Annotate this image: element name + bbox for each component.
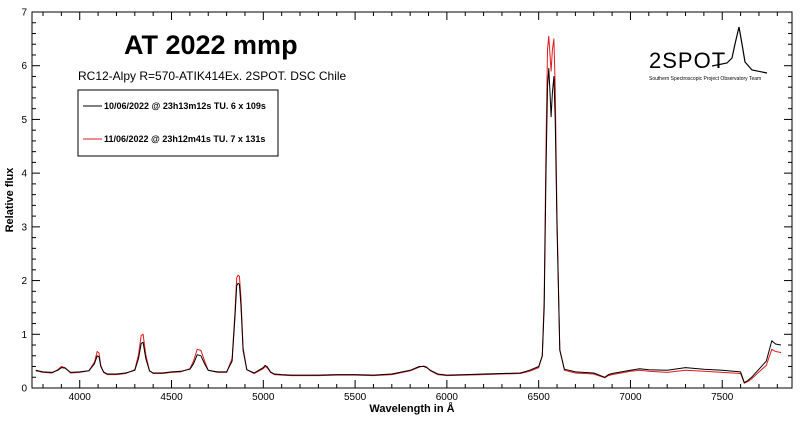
series-line-2 (35, 35, 782, 384)
y-tick-label: 7 (21, 8, 27, 19)
y-tick-label: 3 (21, 222, 27, 233)
y-tick-label: 6 (21, 61, 27, 72)
x-tick-label: 6000 (436, 392, 459, 403)
y-tick-label: 1 (21, 330, 27, 341)
x-axis-title: Wavelength in Å (369, 402, 454, 415)
y-tick-label: 0 (21, 384, 27, 395)
legend-label-series-1: 10/06/2022 @ 23h13m12s TU. 6 x 109s (104, 101, 266, 111)
x-tick-label: 4500 (160, 392, 183, 403)
legend: 10/06/2022 @ 23h13m12s TU. 6 x 109s 11/0… (77, 89, 279, 157)
logo-spectrum-mark (711, 26, 768, 74)
legend-label-series-2: 11/06/2022 @ 23h12m41s TU. 7 x 131s (104, 134, 265, 144)
x-axis: 4000 4500 5000 5500 6000 6500 7000 7500 (42, 12, 778, 403)
y-tick-label: 5 (21, 115, 27, 126)
series-layer (35, 35, 782, 384)
y-axis: 0 1 2 3 4 5 6 7 (21, 8, 792, 395)
y-axis-title: Relative flux (4, 167, 16, 233)
x-tick-label: 7500 (711, 392, 734, 403)
x-tick-label: 5500 (344, 392, 367, 403)
logo-tagline: Southern Spectroscopic Project Observato… (649, 76, 761, 82)
logo-brand: 2SPOT (649, 48, 726, 73)
2spot-logo: 2SPOT Southern Spectroscopic Project Obs… (649, 26, 768, 82)
y-tick-label: 2 (21, 276, 27, 287)
x-tick-label: 4000 (69, 392, 92, 403)
x-tick-label: 7000 (619, 392, 642, 403)
legend-box (77, 89, 279, 157)
chart-title: AT 2022 mmp (124, 30, 298, 60)
x-tick-label: 6500 (528, 392, 551, 403)
chart-subtitle: RC12-Alpy R=570-ATIK414Ex. 2SPOT. DSC Ch… (78, 69, 347, 83)
plot-area (31, 11, 793, 389)
y-tick-label: 4 (21, 169, 27, 180)
series-line-1 (35, 67, 782, 384)
x-tick-label: 5000 (252, 392, 275, 403)
